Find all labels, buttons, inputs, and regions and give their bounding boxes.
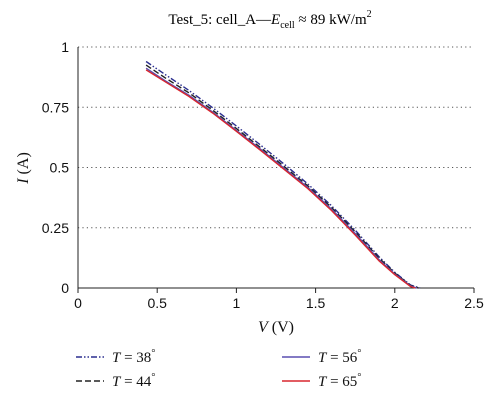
y-tick-label: 0.25 (42, 220, 69, 236)
x-tick-label: 0 (74, 295, 82, 311)
y-axis-label: I (A) (15, 152, 32, 185)
y-tick-label: 0.5 (50, 160, 70, 176)
series-line-4 (145, 69, 416, 289)
legend: T = 38° T = 44° T = 56° T = 65° (76, 348, 361, 390)
axes (77, 47, 474, 289)
legend-label-4: T = 65° (318, 372, 361, 390)
series-line-1 (145, 60, 421, 289)
ticks: 0 0.25 0.5 0.75 1 0 0.5 1 1.5 2 2.5 (42, 39, 484, 311)
legend-label-3: T = 56° (318, 348, 361, 366)
y-tick-label: 0 (61, 280, 69, 296)
x-tick-label: 2.5 (464, 295, 484, 311)
grid-lines (78, 46, 474, 229)
y-tick-label: 0.75 (42, 99, 69, 115)
x-tick-label: 1 (233, 295, 241, 311)
series-lines (145, 60, 421, 289)
legend-label-1: T = 38° (112, 348, 155, 366)
series-line-2 (145, 64, 419, 289)
y-tick-label: 1 (61, 39, 69, 55)
x-tick-label: 1.5 (306, 295, 326, 311)
x-tick-label: 2 (391, 295, 399, 311)
x-tick-label: 0.5 (147, 295, 167, 311)
chart-title: Test_5: cell_A—Ecell ≈ 89 kW/m2 (168, 9, 371, 31)
x-axis-label: V (V) (258, 319, 294, 336)
legend-label-2: T = 44° (112, 372, 155, 390)
